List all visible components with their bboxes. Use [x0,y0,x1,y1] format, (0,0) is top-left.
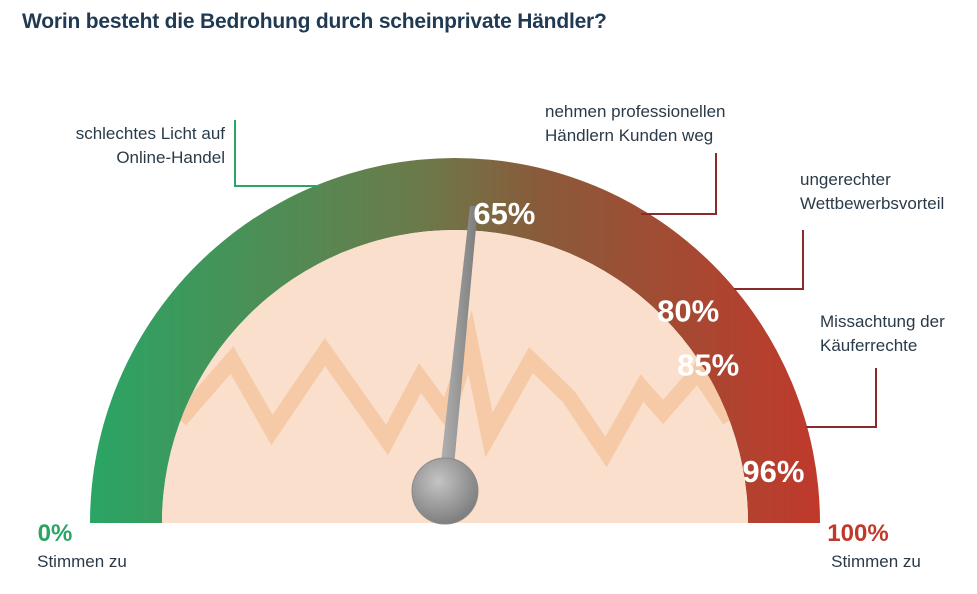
chart-title: Worin besteht die Bedrohung durch schein… [22,10,607,33]
callout-label: nehmen professionellen [545,102,726,121]
callout-line [641,153,717,215]
callout-line [734,230,804,290]
max-value-label: 100% [827,520,888,547]
min-caption: Stimmen zu [37,552,127,571]
callout-label: schlechtes Licht auf [76,124,226,143]
max-caption: Stimmen zu [831,552,921,571]
gauge-arc [90,158,820,523]
gauge-needle [438,206,478,488]
callout-label: Händlern Kunden weg [545,126,713,145]
min-value-label: 0% [38,520,73,547]
gauge-needle-hub [411,457,479,525]
value-label: 80% [657,294,719,329]
zigzag-decoration [173,310,737,468]
value-label: 96% [742,454,804,489]
value-label: 85% [677,348,739,383]
callout-line [234,120,320,187]
callout-label: Missachtung der [820,312,945,331]
callout-label: Online-Handel [116,148,225,167]
callout-label: ungerechter [800,170,891,189]
value-label: 65% [473,196,535,231]
callout-line [806,368,877,428]
callout-label: Wettbewerbsvorteil [800,194,944,213]
callout-label: Käuferrechte [820,336,917,355]
